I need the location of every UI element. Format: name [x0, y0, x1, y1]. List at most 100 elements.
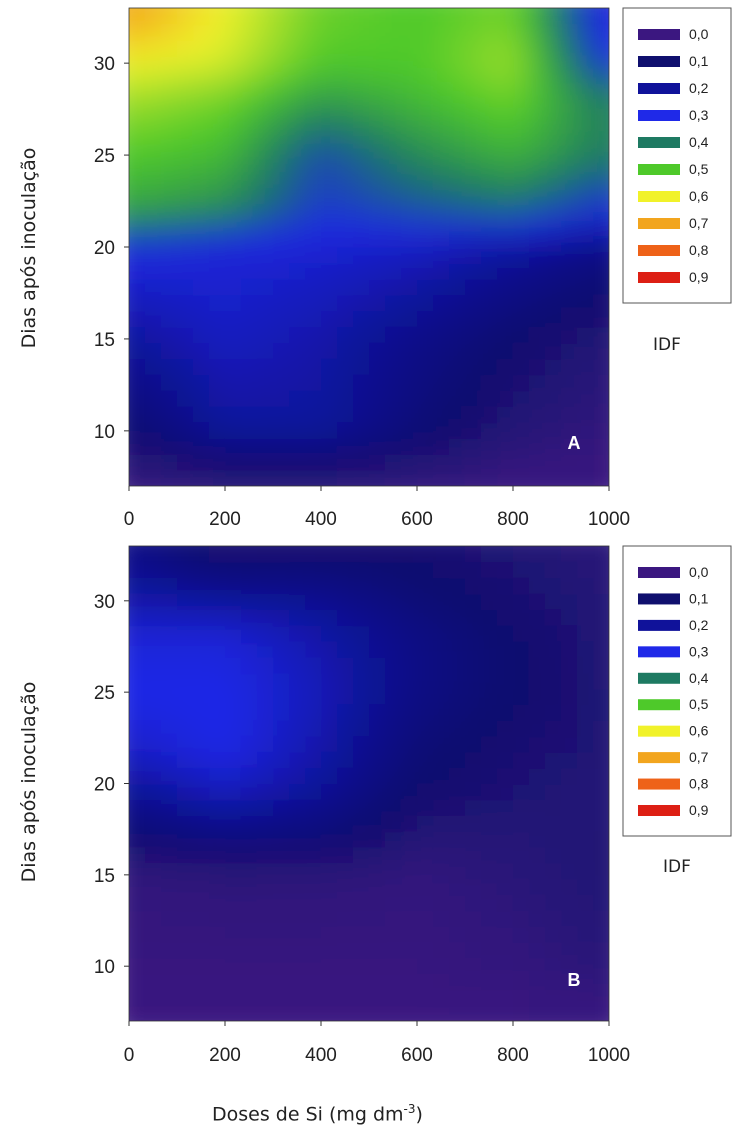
legend-label: 0,5 [689, 161, 709, 177]
heatmap-cell [289, 1005, 306, 1021]
heatmap-cell [577, 609, 594, 626]
heatmap-cell [161, 783, 178, 800]
heatmap-cell [225, 910, 242, 927]
heatmap-cell [385, 422, 402, 439]
heatmap-cell [225, 656, 242, 674]
heatmap-cell [481, 546, 498, 563]
heatmap-cell [161, 957, 178, 975]
heatmap-cell [241, 957, 258, 975]
heatmap-cell [337, 957, 354, 975]
heatmap-cell [353, 656, 370, 674]
heatmap-cell [417, 894, 434, 911]
heatmap-cell [545, 470, 562, 486]
heatmap-cell [417, 957, 434, 975]
heatmap-cell [321, 878, 338, 895]
heatmap-cell [209, 831, 226, 848]
heatmap-cell [321, 358, 338, 376]
heatmap-cell [241, 561, 258, 579]
heatmap-cell [369, 8, 386, 25]
heatmap-cell [305, 783, 322, 800]
heatmap-cell [289, 71, 306, 89]
heatmap-cell [545, 151, 562, 168]
heatmap-cell [209, 973, 226, 990]
heatmap-cell [321, 167, 338, 184]
heatmap-cell [129, 326, 146, 344]
heatmap-cell [305, 593, 322, 610]
heatmap-cell [593, 767, 609, 785]
heatmap-cell [481, 751, 498, 769]
heatmap-cell [401, 342, 418, 360]
heatmap-cell [289, 39, 306, 57]
heatmap-cell [193, 231, 210, 248]
heatmap-cell [161, 390, 178, 407]
heatmap-cell [401, 71, 418, 89]
heatmap-cell [577, 119, 594, 137]
heatmap-cell [129, 374, 146, 391]
heatmap-cell [161, 119, 178, 137]
heatmap-cell [273, 294, 290, 312]
heatmap-cell [513, 454, 530, 471]
heatmap-cell [369, 71, 386, 89]
heatmap-cell [257, 720, 274, 737]
heatmap-cell [529, 941, 546, 959]
heatmap-cell [561, 199, 578, 216]
heatmap-cell [449, 438, 466, 455]
heatmap-cell [513, 422, 530, 439]
heatmap-cell [321, 55, 338, 73]
heatmap-cell [161, 231, 178, 248]
heatmap-cell [465, 926, 482, 943]
heatmap-cell [305, 894, 322, 911]
heatmap-cell [561, 593, 578, 610]
heatmap-cell [449, 151, 466, 168]
heatmap-cell [481, 8, 498, 25]
heatmap-cell [177, 23, 194, 41]
heatmap-cell [305, 39, 322, 57]
heatmap-cell [177, 957, 194, 975]
heatmap-cell [385, 23, 402, 41]
heatmap-cell [433, 438, 450, 455]
heatmap-cell [465, 454, 482, 471]
heatmap-cell [417, 71, 434, 89]
heatmap-cell [497, 470, 514, 486]
heatmap-cell [305, 799, 322, 816]
heatmap-cell [385, 783, 402, 800]
heatmap-cell [513, 342, 530, 360]
heatmap-cell [417, 342, 434, 360]
heatmap-cell [577, 215, 594, 232]
heatmap-cell [161, 278, 178, 296]
heatmap-cell [385, 846, 402, 864]
legend-label: 0,6 [689, 188, 709, 204]
heatmap-cell [465, 294, 482, 312]
heatmap-cell [193, 815, 210, 832]
heatmap-cell [321, 815, 338, 832]
heatmap-cell [385, 1005, 402, 1021]
heatmap-cell [577, 199, 594, 216]
heatmap-cell [529, 231, 546, 248]
heatmap-cell [529, 957, 546, 975]
heatmap-cell [257, 989, 274, 1006]
heatmap-cell [161, 151, 178, 168]
heatmap-cell [449, 609, 466, 626]
heatmap-cell [161, 688, 178, 705]
heatmap-cell [593, 326, 609, 344]
heatmap-cell [513, 119, 530, 137]
heatmap-cell [257, 326, 274, 344]
heatmap-cell [241, 262, 258, 280]
heatmap-cell [593, 231, 609, 248]
heatmap-cell [241, 151, 258, 168]
heatmap-cell [337, 454, 354, 471]
heatmap-cell [353, 910, 370, 927]
heatmap-cell [593, 957, 609, 975]
heatmap-cell [433, 625, 450, 642]
heatmap-cell [497, 71, 514, 89]
heatmap-cell [177, 767, 194, 785]
heatmap-cell [481, 878, 498, 895]
heatmap-cell [225, 609, 242, 626]
heatmap-cell [145, 310, 162, 328]
heatmap-cell [273, 422, 290, 439]
heatmap-cell [545, 846, 562, 864]
heatmap-cell [257, 183, 274, 200]
heatmap-cell [273, 151, 290, 168]
heatmap-cell [337, 910, 354, 927]
heatmap-cell [465, 247, 482, 264]
